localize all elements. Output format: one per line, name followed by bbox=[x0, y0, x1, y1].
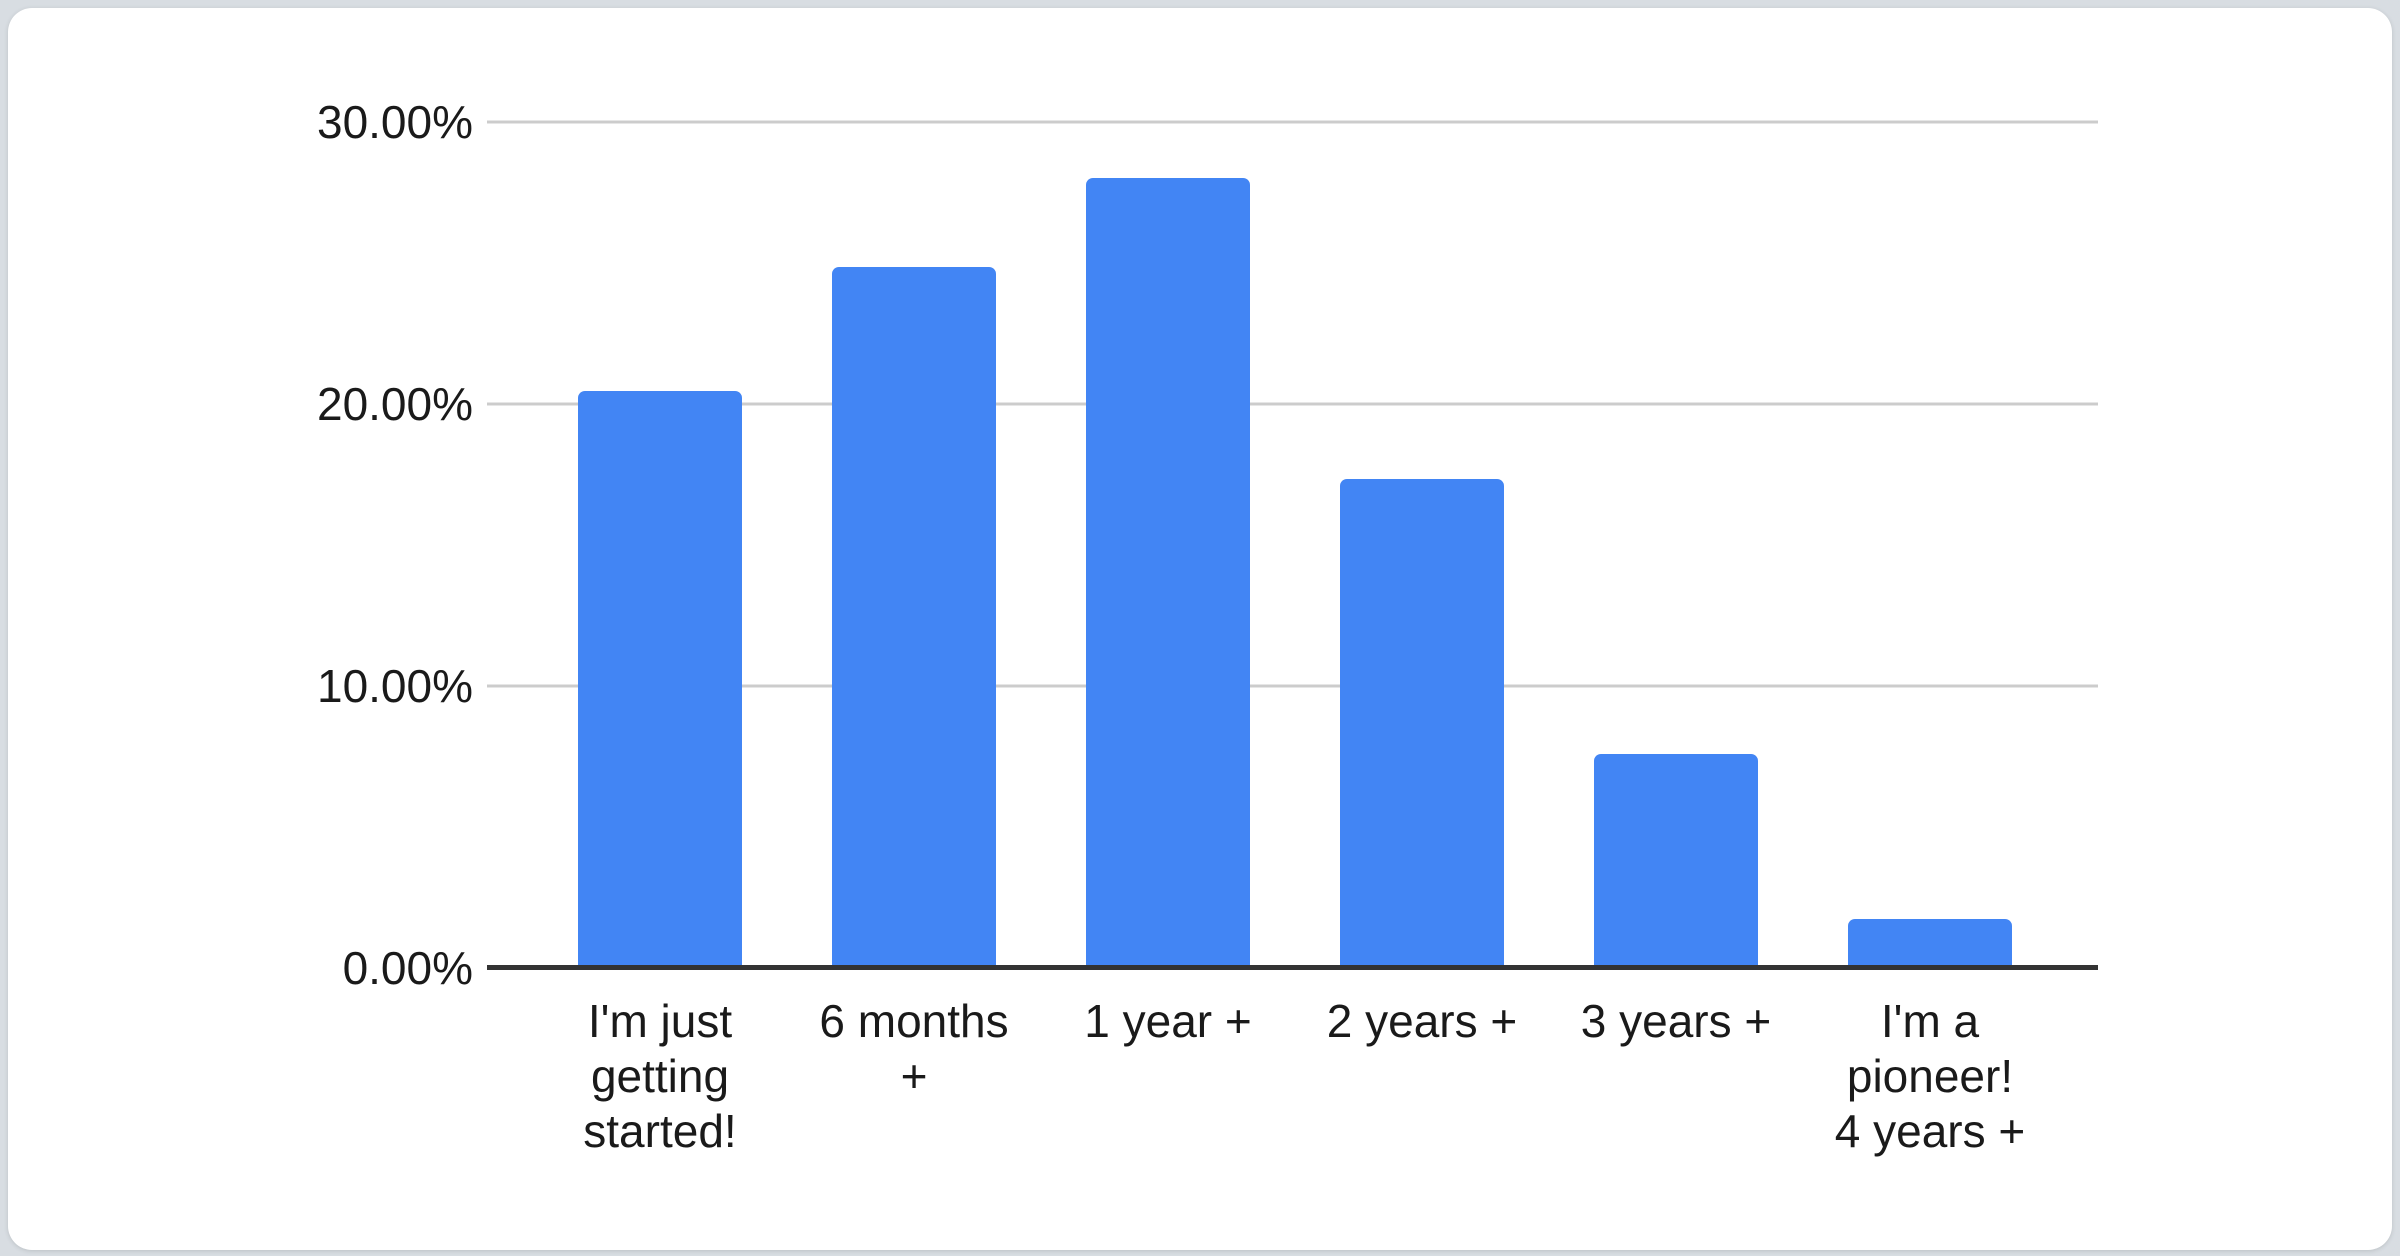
bar bbox=[832, 267, 996, 968]
y-axis-tick-label: 20.00% bbox=[316, 378, 473, 430]
x-axis-category-label: 1 year + bbox=[1084, 995, 1252, 1047]
bar bbox=[1594, 753, 1758, 968]
x-axis-category-label: 2 years + bbox=[1326, 995, 1518, 1047]
x-axis-category-label: I'm just getting started! bbox=[583, 995, 737, 1157]
gridline bbox=[487, 402, 2098, 406]
bar bbox=[1086, 178, 1250, 968]
plot-area bbox=[487, 120, 2098, 970]
x-axis-line bbox=[487, 965, 2098, 970]
x-axis-category-label: 3 years + bbox=[1580, 995, 1772, 1047]
y-axis-tick-label: 10.00% bbox=[316, 660, 473, 712]
x-axis-category-label: I'm a pioneer! 4 years + bbox=[1834, 995, 2026, 1157]
bar bbox=[1848, 918, 2012, 968]
x-axis-category-label: 6 months + bbox=[819, 995, 1009, 1102]
bar bbox=[1340, 478, 1504, 968]
y-axis-tick-label: 30.00% bbox=[316, 96, 473, 148]
bar bbox=[578, 391, 742, 968]
gridline bbox=[487, 120, 2098, 124]
y-axis-tick-label: 0.00% bbox=[342, 942, 473, 994]
gridline bbox=[487, 684, 2098, 688]
